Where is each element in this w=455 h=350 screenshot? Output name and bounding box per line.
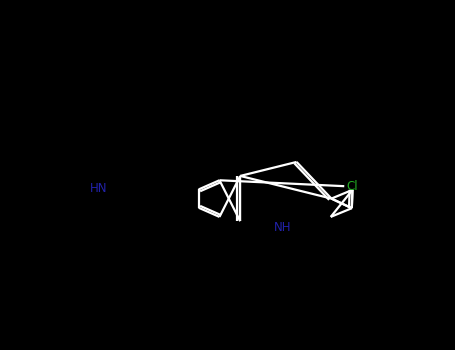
Text: NH: NH xyxy=(274,222,291,235)
Text: HN: HN xyxy=(90,182,107,195)
Text: Cl: Cl xyxy=(346,180,358,193)
